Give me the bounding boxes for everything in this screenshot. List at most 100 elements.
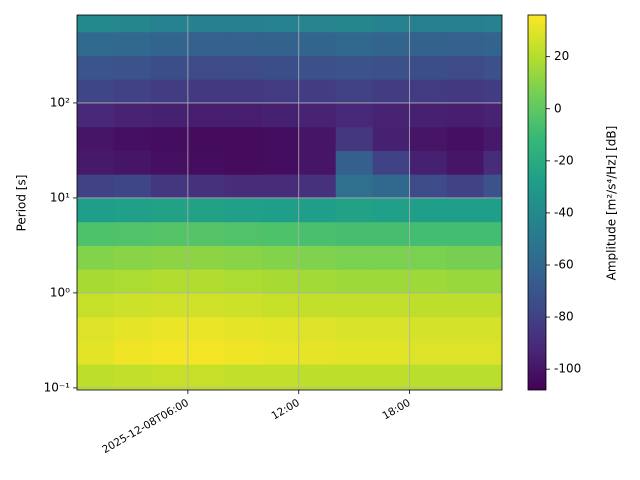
colorbar-tick-label: -40 — [554, 205, 574, 219]
cell — [409, 245, 448, 270]
cell — [224, 55, 263, 80]
cell — [372, 102, 411, 128]
cell — [77, 340, 115, 365]
cell — [150, 316, 189, 341]
cell — [150, 221, 189, 246]
cell — [224, 174, 263, 199]
cell — [150, 245, 189, 270]
cell — [261, 31, 300, 56]
cell — [446, 221, 485, 246]
cell — [261, 174, 300, 199]
cell — [77, 150, 115, 175]
cell — [150, 31, 189, 56]
cell — [224, 292, 263, 318]
cell — [483, 126, 502, 151]
cell — [372, 197, 411, 223]
cell — [335, 102, 374, 128]
cell — [298, 269, 337, 294]
cell — [77, 15, 115, 33]
cell — [372, 174, 411, 199]
cell — [113, 292, 152, 318]
cell — [77, 102, 115, 128]
cell — [298, 221, 337, 246]
cell — [298, 126, 337, 151]
cell — [298, 364, 337, 390]
colorbar — [527, 14, 547, 391]
cell — [113, 364, 152, 390]
cell — [187, 340, 226, 365]
cell — [113, 150, 152, 175]
cell — [187, 31, 226, 56]
cell — [446, 245, 485, 270]
cell — [113, 221, 152, 246]
cell — [298, 197, 337, 223]
cell — [446, 269, 485, 294]
cell — [446, 79, 485, 104]
cell — [446, 31, 485, 56]
cell — [298, 31, 337, 56]
cell — [150, 269, 189, 294]
y-axis-label: Period [s] — [15, 175, 29, 232]
cell — [409, 150, 448, 175]
cell — [261, 316, 300, 341]
cell — [483, 316, 502, 341]
colorbar-tick-label: -20 — [554, 153, 574, 167]
cell — [483, 221, 502, 246]
cell — [483, 79, 502, 104]
cell — [409, 197, 448, 223]
colorbar-tick-label: -100 — [554, 362, 581, 376]
cell — [150, 292, 189, 318]
cell — [372, 79, 411, 104]
cell — [335, 292, 374, 318]
cell — [150, 197, 189, 223]
cell — [372, 15, 411, 33]
x-tick-label: 2025-12-08T06:00 — [100, 397, 191, 456]
cell — [187, 269, 226, 294]
cell — [372, 31, 411, 56]
cell — [261, 340, 300, 365]
cell — [261, 15, 300, 33]
cell — [77, 364, 115, 390]
cell — [483, 174, 502, 199]
x-tick-label: 18:00 — [380, 397, 412, 423]
cell — [483, 31, 502, 56]
cell — [187, 15, 226, 33]
cell — [483, 197, 502, 223]
cell — [335, 221, 374, 246]
cell — [409, 55, 448, 80]
cell — [150, 126, 189, 151]
cell — [372, 221, 411, 246]
cell — [77, 126, 115, 151]
cell — [261, 102, 300, 128]
cell — [261, 364, 300, 390]
cell — [77, 269, 115, 294]
cell — [77, 245, 115, 270]
cell — [483, 15, 502, 33]
cell — [187, 292, 226, 318]
cell — [150, 174, 189, 199]
cell — [335, 340, 374, 365]
cell — [298, 15, 337, 33]
cell — [224, 269, 263, 294]
cell — [298, 316, 337, 341]
cell — [409, 126, 448, 151]
cell — [261, 55, 300, 80]
cell — [150, 15, 189, 33]
colorbar-tick-label: 0 — [554, 101, 562, 115]
heatmap — [77, 15, 502, 390]
cell — [298, 102, 337, 128]
cell — [446, 292, 485, 318]
cell — [446, 364, 485, 390]
colorbar-label: Amplitude [m²/s⁴/Hz] [dB] — [605, 126, 619, 281]
cell — [483, 245, 502, 270]
cell — [77, 292, 115, 318]
cell — [261, 269, 300, 294]
cell — [261, 150, 300, 175]
y-tick-label: 10⁻¹ — [44, 380, 71, 394]
cell — [298, 55, 337, 80]
cell — [187, 55, 226, 80]
cell — [224, 102, 263, 128]
cell — [113, 55, 152, 80]
cell — [372, 126, 411, 151]
